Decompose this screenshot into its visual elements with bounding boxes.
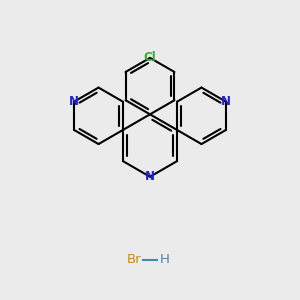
- Text: Br: Br: [127, 254, 141, 266]
- Text: N: N: [69, 95, 79, 108]
- Text: N: N: [221, 95, 231, 108]
- Text: H: H: [160, 254, 170, 266]
- Text: Cl: Cl: [144, 51, 156, 64]
- Text: N: N: [145, 170, 155, 183]
